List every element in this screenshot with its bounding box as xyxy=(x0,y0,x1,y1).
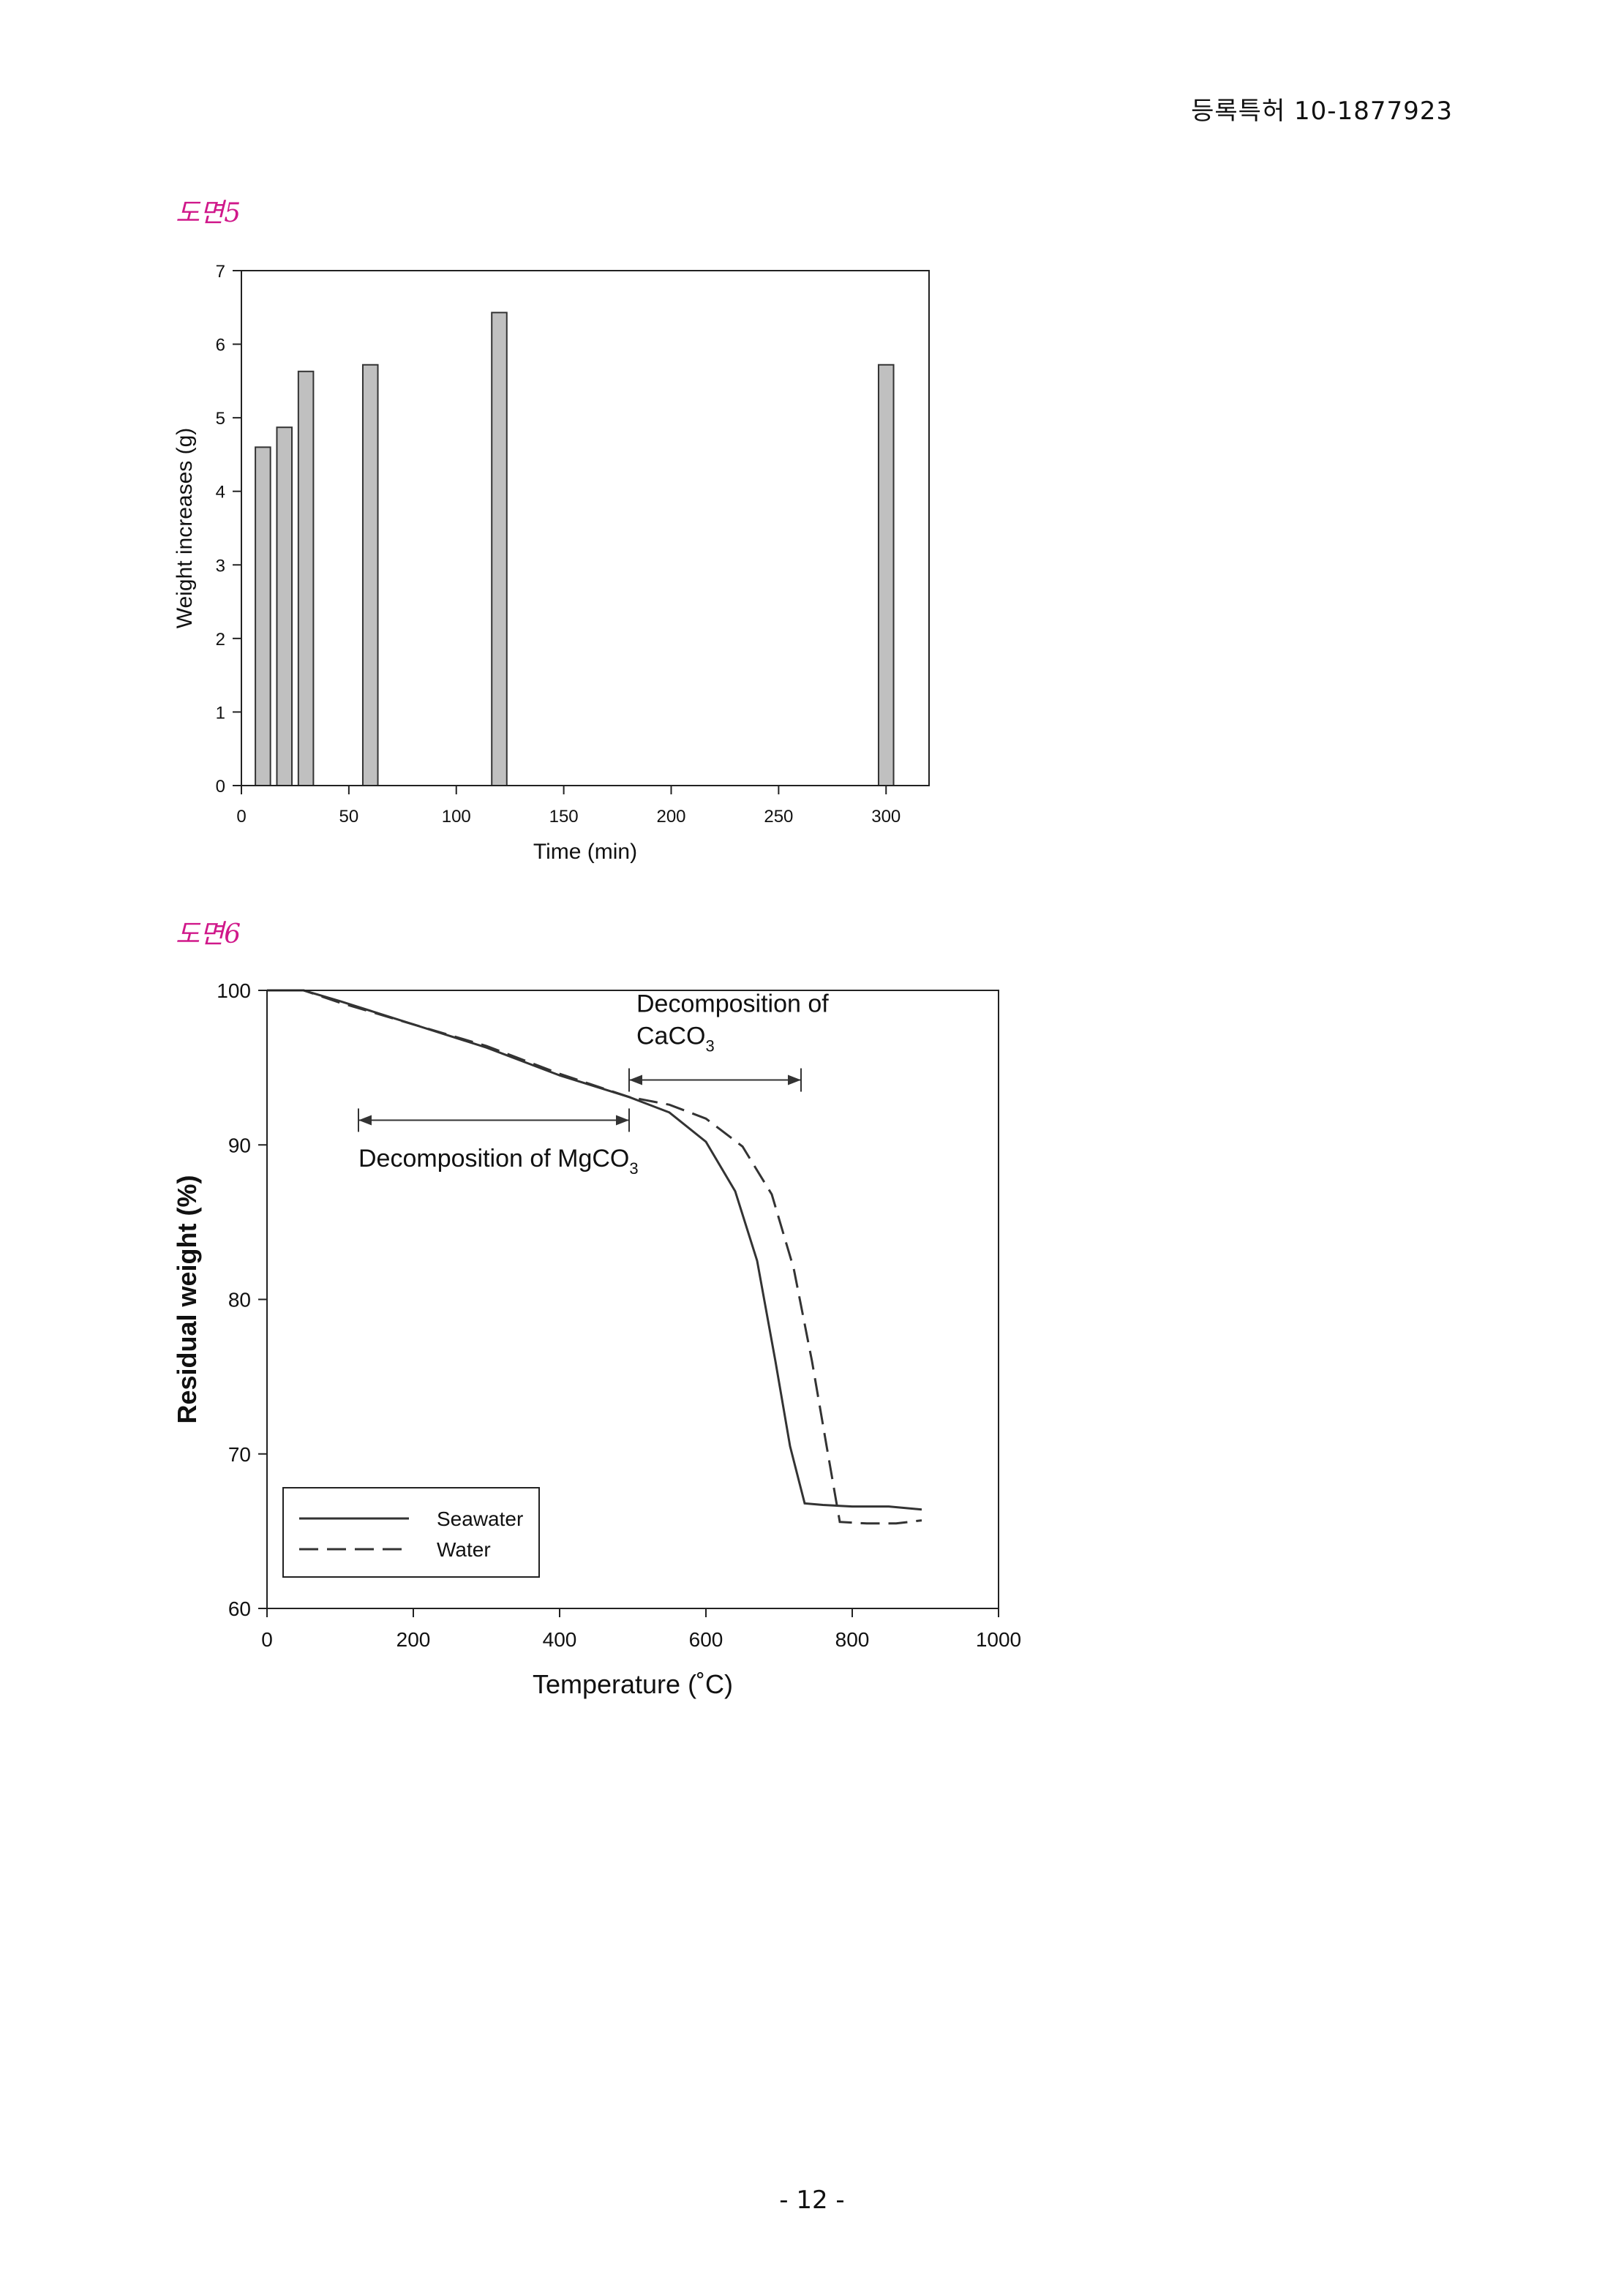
bar xyxy=(276,426,293,787)
figure-6-label: 도면6 xyxy=(176,919,241,949)
weight-increase-bar-chart: 0 50 100 150 200 250 300 0 1 2 3 4 5 6 7 Time (min) W… xyxy=(173,262,930,864)
x-axis-label: Temperature (˚C) xyxy=(533,1669,733,1699)
x-axis-ticks: 0 200 400 600 800 1000 xyxy=(261,1608,1021,1651)
series-lines xyxy=(267,989,922,1525)
x-tick-label: 150 xyxy=(549,807,579,827)
legend-label: Seawater xyxy=(437,1508,523,1530)
x-tick-label: 400 xyxy=(543,1628,577,1651)
y-tick-label: 100 xyxy=(217,979,251,1002)
plot-frame xyxy=(241,270,930,786)
y-tick-label: 3 xyxy=(216,556,225,576)
x-tick-label: 0 xyxy=(261,1628,273,1651)
range-arrow xyxy=(628,1068,802,1092)
page-number: - 12 - xyxy=(779,2186,845,2215)
x-tick-label: 300 xyxy=(871,807,901,827)
x-tick-label: 800 xyxy=(835,1628,870,1651)
x-tick-label: 600 xyxy=(689,1628,723,1651)
legend-label: Water xyxy=(437,1538,491,1561)
x-tick-label: 100 xyxy=(442,807,471,827)
y-tick-label: 4 xyxy=(216,483,225,503)
series-line-water xyxy=(267,989,922,1525)
x-tick-label: 200 xyxy=(396,1628,431,1651)
y-tick-label: 1 xyxy=(216,703,225,723)
x-axis-label: Time (min) xyxy=(533,840,637,864)
x-tick-label: 250 xyxy=(764,807,793,827)
legend: Seawater Water xyxy=(282,1487,540,1578)
figure-5-label: 도면5 xyxy=(176,198,241,228)
y-axis-label: Weight increases (g) xyxy=(173,428,197,629)
residual-weight-line-chart: 0 200 400 600 800 1000 60 70 80 90 100 Decomposit… xyxy=(172,979,1021,1699)
y-tick-label: 7 xyxy=(216,262,225,282)
y-tick-label: 0 xyxy=(216,777,225,797)
bar-group xyxy=(255,312,895,787)
bar xyxy=(877,364,895,786)
x-tick-label: 0 xyxy=(236,807,246,827)
annotation-caco3-line1: Decomposition of xyxy=(636,990,829,1018)
legend-box xyxy=(282,1487,540,1578)
bar xyxy=(361,364,379,786)
annotation-caco3-line2: CaCO3 xyxy=(636,1023,715,1055)
x-tick-label: 50 xyxy=(339,807,359,827)
y-tick-label: 2 xyxy=(216,630,225,650)
bar xyxy=(297,370,315,787)
y-tick-label: 60 xyxy=(228,1597,251,1620)
bar xyxy=(491,312,508,786)
y-axis-label: Residual weight (%) xyxy=(172,1175,202,1423)
annotation-mgco3: Decomposition of MgCO3 xyxy=(358,1145,639,1178)
annotations: Decomposition of MgCO3 Decomposition of Ca… xyxy=(358,990,829,1178)
x-tick-label: 200 xyxy=(656,807,685,827)
y-tick-label: 70 xyxy=(228,1443,251,1466)
x-tick-label: 1000 xyxy=(976,1628,1021,1651)
y-tick-label: 6 xyxy=(216,336,225,355)
y-axis-ticks: 60 70 80 90 100 xyxy=(217,979,267,1620)
document-id: 등록특허 10-1877923 xyxy=(1191,97,1453,126)
y-tick-label: 80 xyxy=(228,1289,251,1311)
y-tick-label: 90 xyxy=(228,1134,251,1156)
x-axis-ticks: 0 50 100 150 200 250 300 xyxy=(236,786,901,827)
y-axis-ticks: 0 1 2 3 4 5 6 7 xyxy=(216,262,241,797)
range-arrow xyxy=(358,1108,630,1132)
y-tick-label: 5 xyxy=(216,409,225,429)
series-line-seawater xyxy=(267,989,922,1511)
bar xyxy=(255,446,271,786)
